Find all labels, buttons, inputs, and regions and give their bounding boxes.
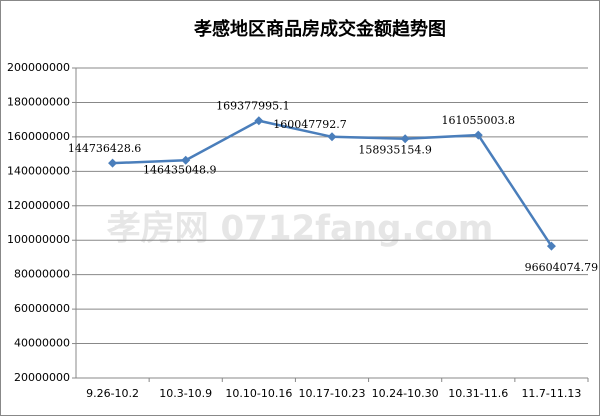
y-tick-label: 140000000	[7, 164, 70, 177]
watermark: 孝房网 0712fang.com	[107, 209, 494, 249]
y-tick-label: 180000000	[7, 95, 70, 108]
marker	[327, 132, 337, 142]
marker	[473, 130, 483, 140]
marker	[400, 134, 410, 144]
y-tick-label: 60000000	[14, 302, 70, 315]
data-label: 160047792.7	[273, 118, 346, 131]
x-tick-label: 9.26-10.2	[86, 387, 139, 400]
data-label: 161055003.8	[442, 114, 515, 127]
y-tick-label: 80000000	[14, 268, 70, 281]
y-tick-label: 160000000	[7, 130, 70, 143]
marker	[108, 158, 118, 168]
y-tick-label: 120000000	[7, 199, 70, 212]
x-tick-label: 10.17-10.23	[299, 387, 366, 400]
y-tick-label: 40000000	[14, 337, 70, 350]
marker	[254, 116, 264, 126]
marker	[546, 241, 556, 251]
x-tick-label: 10.10-10.16	[225, 387, 292, 400]
chart-title: 孝感地区商品房成交金额趋势图	[193, 18, 446, 40]
data-label: 169377995.1	[216, 100, 289, 113]
marker	[181, 155, 191, 165]
y-tick-label: 100000000	[7, 233, 70, 246]
x-tick-label: 10.3-10.9	[159, 387, 212, 400]
x-tick-label: 10.24-10.30	[372, 387, 439, 400]
y-tick-label: 200000000	[7, 61, 70, 74]
x-tick-label: 10.31-11.6	[448, 387, 508, 400]
x-tick-label: 11.7-11.13	[521, 387, 581, 400]
data-label: 144736428.6	[68, 142, 141, 155]
data-label: 96604074.79	[525, 261, 598, 274]
y-tick-label: 20000000	[14, 371, 70, 384]
data-label: 146435048.9	[143, 163, 216, 176]
data-label: 158935154.9	[358, 144, 431, 157]
